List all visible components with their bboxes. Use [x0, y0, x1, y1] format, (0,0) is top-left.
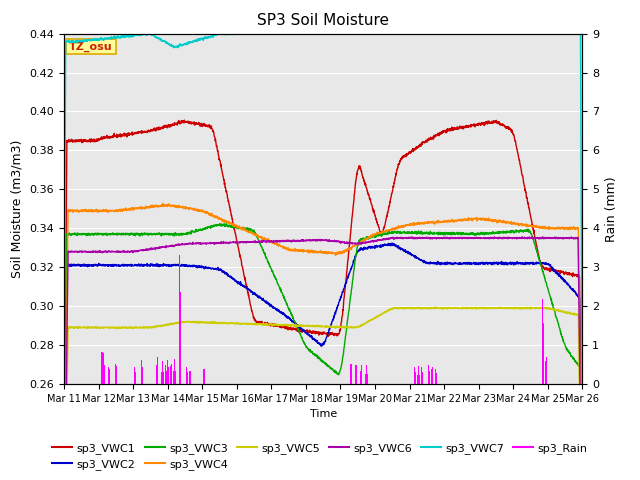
X-axis label: Time: Time	[310, 409, 337, 419]
Title: SP3 Soil Moisture: SP3 Soil Moisture	[257, 13, 389, 28]
Text: TZ_osu: TZ_osu	[69, 41, 113, 52]
Y-axis label: Soil Moisture (m3/m3): Soil Moisture (m3/m3)	[11, 140, 24, 278]
Y-axis label: Rain (mm): Rain (mm)	[605, 176, 618, 241]
Legend: sp3_VWC1, sp3_VWC2, sp3_VWC3, sp3_VWC4, sp3_VWC5, sp3_VWC6, sp3_VWC7, sp3_Rain: sp3_VWC1, sp3_VWC2, sp3_VWC3, sp3_VWC4, …	[48, 438, 592, 474]
